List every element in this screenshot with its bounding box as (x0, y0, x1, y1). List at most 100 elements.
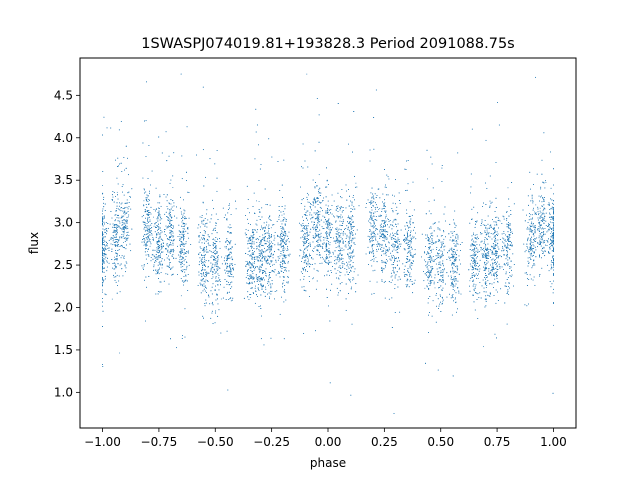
data-point (230, 263, 232, 265)
data-point (259, 279, 261, 281)
data-point (271, 290, 273, 292)
data-point (143, 244, 145, 246)
data-point (153, 216, 154, 218)
data-point (499, 220, 501, 222)
data-point (550, 233, 552, 234)
data-point (270, 272, 272, 273)
data-point (249, 297, 251, 298)
data-point (102, 222, 103, 224)
data-point (335, 263, 337, 265)
data-point (258, 201, 260, 202)
data-point (457, 268, 459, 270)
data-point (281, 214, 283, 216)
data-point (111, 298, 113, 300)
data-point (535, 204, 537, 206)
data-point (280, 220, 282, 222)
data-point (220, 298, 222, 300)
data-point (393, 249, 395, 251)
data-point (553, 241, 554, 243)
data-point (428, 200, 430, 202)
data-point (312, 278, 313, 280)
data-point (338, 237, 340, 239)
data-point (370, 200, 372, 202)
data-point (392, 244, 394, 246)
scatter-points (102, 73, 554, 414)
data-point (312, 235, 314, 237)
data-point (452, 231, 454, 233)
data-point (156, 259, 158, 261)
data-point (342, 207, 344, 208)
data-point (539, 239, 541, 241)
data-point (279, 261, 281, 263)
data-point (534, 211, 535, 213)
data-point (258, 290, 260, 291)
data-point (348, 241, 349, 242)
data-point (483, 346, 484, 348)
data-point (385, 214, 387, 216)
data-point (251, 229, 253, 231)
data-point (427, 178, 428, 180)
data-point (370, 225, 372, 227)
data-point (102, 281, 104, 283)
data-point (214, 262, 216, 264)
data-point (484, 253, 486, 255)
data-point (226, 240, 228, 241)
data-point (482, 224, 484, 226)
data-point (329, 235, 330, 237)
data-point (433, 259, 435, 261)
data-point (225, 247, 227, 249)
data-point (269, 257, 270, 259)
data-point (104, 231, 105, 233)
data-point (260, 279, 262, 281)
data-point (552, 233, 553, 234)
data-point (387, 218, 389, 220)
data-point (147, 250, 148, 252)
data-point (542, 232, 544, 233)
data-point (258, 268, 260, 270)
data-point (153, 225, 155, 227)
data-point (102, 185, 103, 186)
data-point (316, 225, 318, 227)
data-point (228, 248, 230, 249)
data-point (250, 263, 252, 265)
data-point (442, 276, 444, 278)
data-point (158, 238, 160, 240)
data-point (412, 260, 414, 261)
data-point (155, 260, 157, 262)
data-point (183, 218, 185, 219)
data-point (211, 252, 213, 254)
data-point (386, 251, 388, 253)
data-point (405, 284, 407, 285)
data-point (304, 249, 305, 251)
data-point (507, 187, 509, 189)
data-point (530, 249, 532, 251)
data-point (337, 270, 339, 271)
data-point (207, 243, 209, 244)
data-point (442, 301, 444, 303)
data-point (353, 208, 355, 210)
data-point (351, 237, 353, 239)
data-point (372, 212, 374, 214)
data-point (412, 237, 414, 239)
data-point (396, 247, 398, 249)
data-point (102, 284, 103, 285)
data-point (158, 207, 160, 209)
data-point (391, 264, 393, 266)
data-point (539, 207, 541, 209)
data-point (347, 266, 349, 268)
data-point (469, 255, 471, 257)
data-point (229, 253, 230, 255)
data-point (408, 226, 410, 228)
data-point (158, 256, 160, 258)
data-point (344, 274, 346, 276)
data-point (429, 253, 431, 255)
data-point (531, 194, 533, 196)
data-point (117, 227, 119, 228)
data-point (143, 200, 145, 202)
data-point (170, 224, 171, 226)
data-point (455, 260, 457, 262)
data-point (256, 200, 257, 202)
data-point (348, 257, 350, 259)
data-point (549, 246, 551, 248)
